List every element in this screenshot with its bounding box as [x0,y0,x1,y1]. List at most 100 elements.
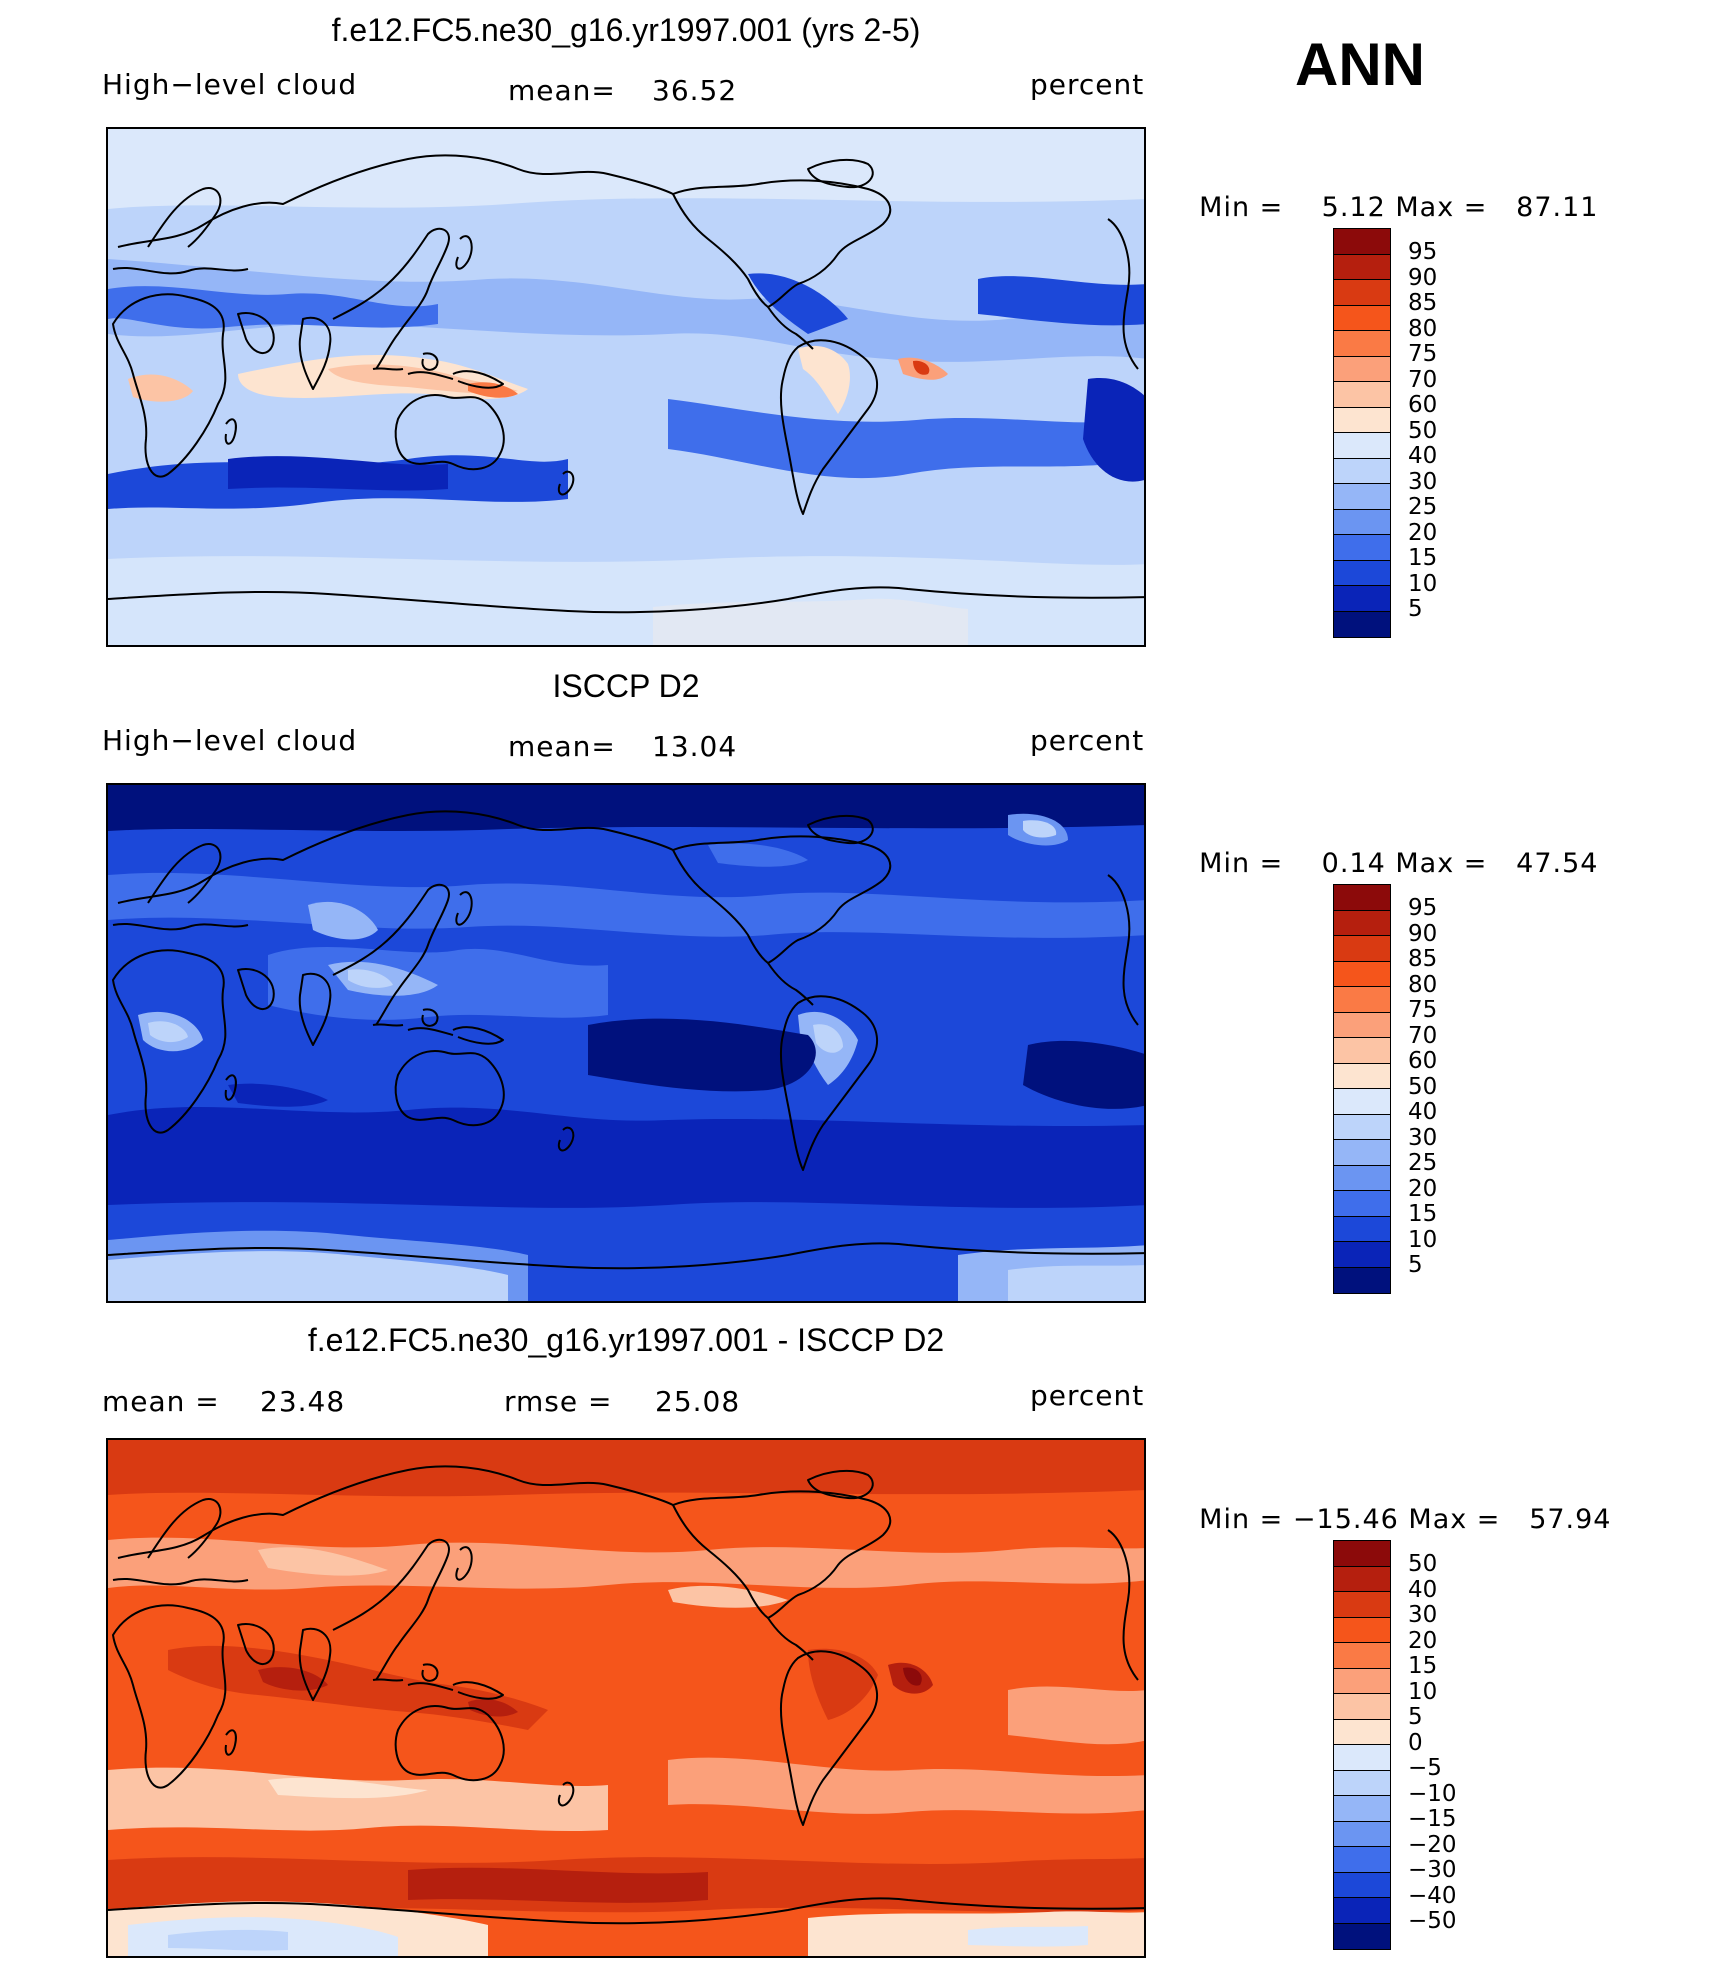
colorbar-label: 20 [1408,519,1438,546]
panel2-max-label: Max = [1395,848,1488,879]
panel3-min-label: Min = [1199,1504,1284,1535]
colorbar-cell [1334,433,1390,459]
colorbar-label: 95 [1408,895,1438,921]
colorbar-cell [1334,1668,1390,1694]
panel3-colorbar [1333,1540,1391,1950]
colorbar-label: 50 [1408,417,1438,444]
panel3-rmse-value: 25.08 [655,1385,741,1418]
colorbar-cell [1334,1872,1390,1898]
panel2-left-label: High−level cloud [102,724,358,757]
panel1-colorbar [1333,228,1391,638]
colorbar-label: 5 [1408,596,1423,622]
colorbar-cell [1334,1719,1390,1745]
panel3-minmax: Min = −15.46 Max = 57.94 [1180,1473,1611,1535]
panel3-max-value: 57.94 [1529,1504,1612,1535]
colorbar-label: 10 [1408,1226,1438,1253]
colorbar-label: 40 [1408,1099,1438,1125]
season-label: ANN [1295,31,1425,98]
panel1-mean-value: 36.52 [652,74,738,107]
colorbar-label: 50 [1408,1073,1438,1100]
colorbar-cell [1334,1114,1390,1140]
colorbar-cell [1334,987,1390,1013]
colorbar-cell [1334,509,1390,535]
colorbar-cell [1334,382,1390,408]
colorbar-label: −15 [1408,1806,1457,1832]
colorbar-cell [1334,1821,1390,1847]
colorbar-label: 5 [1408,1252,1423,1278]
colorbar-cell [1334,1847,1390,1873]
colorbar-label: −40 [1408,1882,1457,1909]
panel1-mean-label: mean= [508,74,616,107]
colorbar-label: 30 [1408,1124,1438,1151]
colorbar-label: 15 [1408,545,1438,571]
colorbar-label: 15 [1408,1201,1438,1227]
colorbar-cell [1334,407,1390,433]
colorbar-cell [1334,305,1390,331]
panel1-max-value: 87.11 [1516,192,1599,223]
colorbar-label: 15 [1408,1653,1438,1679]
colorbar-cell [1334,1796,1390,1822]
colorbar-cell [1334,910,1390,936]
colorbar-cell [1334,1745,1390,1771]
colorbar-label: 90 [1408,920,1438,947]
colorbar-label: 80 [1408,971,1438,998]
panel1-map [106,127,1146,647]
colorbar-label: 85 [1408,946,1438,972]
colorbar-cell [1334,1140,1390,1166]
panel3-mean-value: 23.48 [260,1385,346,1418]
panel2-min-value: 0.14 [1321,848,1386,879]
colorbar-label: 75 [1408,341,1438,367]
colorbar-label: 0 [1408,1729,1423,1756]
panel2-units: percent [1030,724,1145,757]
colorbar-label: −10 [1408,1780,1457,1807]
colorbar-label: 60 [1408,1048,1438,1074]
colorbar-label: 80 [1408,315,1438,342]
colorbar-cell [1334,331,1390,357]
colorbar-label: 25 [1408,494,1438,520]
colorbar-cell [1334,1923,1390,1949]
colorbar-cell [1334,961,1390,987]
colorbar-cell [1334,1191,1390,1217]
panel2-minmax: Min = 0.14 Max = 47.54 [1180,817,1598,879]
colorbar-label: 10 [1408,570,1438,597]
colorbar-label: 10 [1408,1678,1438,1705]
panel2-map [106,783,1146,1303]
panel3-mean-label: mean = [102,1385,220,1418]
colorbar-cell [1334,1694,1390,1720]
colorbar-cell [1334,1038,1390,1064]
colorbar-cell [1334,280,1390,306]
panel1-left-label: High−level cloud [102,68,358,101]
colorbar-label: −5 [1408,1755,1442,1781]
colorbar-label: 40 [1408,443,1438,469]
colorbar-cell [1334,1770,1390,1796]
colorbar-cell [1334,1012,1390,1038]
colorbar-cell [1334,1898,1390,1924]
colorbar-cell [1334,254,1390,280]
colorbar-label: 40 [1408,1576,1438,1603]
colorbar-cell [1334,484,1390,510]
colorbar-cell [1334,1165,1390,1191]
panel2-colorbar [1333,884,1391,1294]
colorbar-label: 75 [1408,997,1438,1023]
colorbar-cell [1334,586,1390,612]
panel2-mean-label: mean= [508,730,616,763]
colorbar-cell [1334,1617,1390,1643]
panel3-min-value: −15.46 [1292,1504,1399,1535]
panel1-title: f.e12.FC5.ne30_g16.yr1997.001 (yrs 2-5) [331,12,921,48]
colorbar-label: 5 [1408,1704,1423,1730]
colorbar-label: 30 [1408,1602,1438,1628]
panel3-rmse-label: rmse = [504,1385,613,1418]
colorbar-cell [1334,1089,1390,1115]
panel1-max-label: Max = [1395,192,1488,223]
panel3-title: f.e12.FC5.ne30_g16.yr1997.001 - ISCCP D2 [307,1322,945,1358]
colorbar-label: 85 [1408,290,1438,316]
colorbar-cell [1334,936,1390,962]
colorbar-cell [1334,1242,1390,1268]
colorbar-label: 50 [1408,1551,1438,1577]
panel3-units: percent [1030,1379,1145,1412]
colorbar-label: −20 [1408,1831,1457,1858]
colorbar-cell [1334,1216,1390,1242]
panel1-min-value: 5.12 [1321,192,1386,223]
panel3-max-label: Max = [1408,1504,1501,1535]
colorbar-label: 20 [1408,1627,1438,1654]
